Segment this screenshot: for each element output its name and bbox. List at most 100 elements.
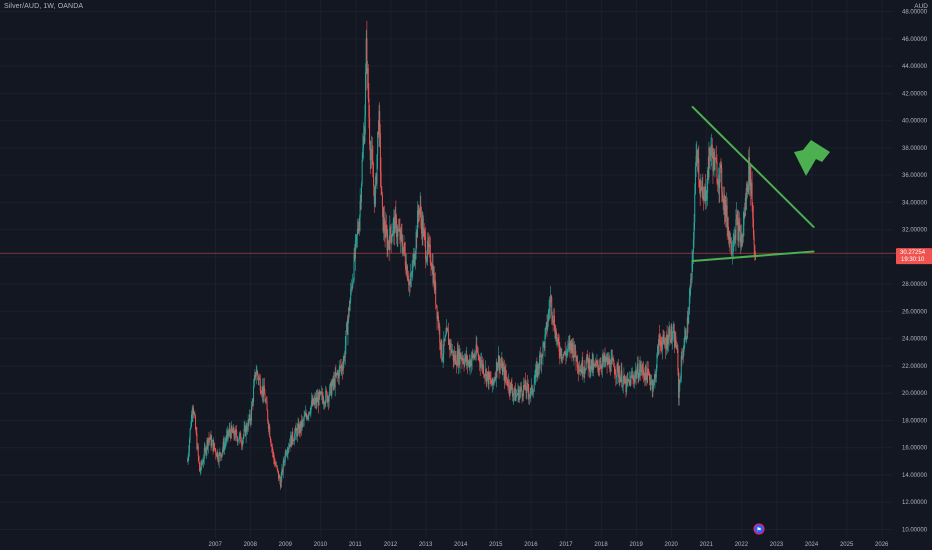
candle-body [636,363,638,373]
candle-body [533,383,535,392]
drawings-layer[interactable] [691,105,830,262]
candle-body [506,378,508,385]
candle-body [567,344,569,351]
candle-body [418,214,420,216]
candle-body [553,315,555,331]
candle-body [299,424,301,431]
x-tick-label: 2016 [524,542,538,548]
price-axis[interactable]: 10.00000 12.00000 14.00000 16.00000 18.00000… [902,10,928,534]
candle-body [644,365,646,381]
candle-body [419,208,421,215]
candle-body [592,358,594,370]
candle-body [598,367,600,371]
candle-body [686,317,688,338]
candle-body [533,391,535,393]
candle-body [296,430,298,437]
candle-body [203,459,205,463]
candle-body [576,356,578,367]
rising-support-line[interactable] [691,250,815,262]
candle-body [227,430,229,437]
candle-body [550,296,552,298]
candle-body [746,183,748,200]
time-axis[interactable]: 2007 2008 2009 2010 2011 2012 2013 2014 2015 2016… [209,542,890,548]
candle-body [657,345,659,354]
candle-body [235,429,237,432]
candle-body [615,375,617,377]
candle-body [402,247,404,254]
x-tick-label: 2012 [384,542,398,548]
candle-body [298,423,300,434]
candle-body [659,334,661,340]
candle-body [243,428,245,436]
candle-body [375,176,377,194]
candle-body [689,289,691,299]
candle-body [348,307,350,320]
candle-body [514,387,516,401]
alert-icon[interactable]: ⚑ [753,523,765,535]
candle-body [203,448,205,460]
candle-body [517,388,519,395]
candle-body [564,351,566,355]
candle-body [354,240,356,259]
y-tick-label: 12.00000 [902,500,928,506]
candle-body [333,378,335,385]
candle-body [394,216,396,233]
candle-body [424,231,426,238]
candle-body [651,380,653,390]
candle-body [226,435,228,442]
candle-body [366,38,368,74]
candle-body [683,347,685,352]
candle-body [263,385,265,395]
candle-body [701,187,703,190]
candle-body [671,326,673,340]
currency-label[interactable]: AUD [914,3,928,10]
candle-body [523,385,525,387]
candle-body [665,334,667,350]
candle-body [415,231,417,253]
candle-body [262,386,264,397]
candle-body [732,243,734,252]
candle-body [742,224,744,237]
candle-body [213,442,215,451]
candle-body [730,237,732,243]
descending-resistance-line[interactable] [691,105,815,228]
candle-body [423,227,425,232]
candle-body [381,186,383,196]
candle-body [481,359,483,369]
candle-body [335,372,337,376]
candle-body [334,378,336,388]
alert-icon-glyph: ⚑ [756,527,761,534]
candle-body [317,396,319,406]
candle-body [747,187,749,192]
candle-body [421,218,423,234]
candle-body [211,440,213,442]
candle-body [711,144,713,156]
candle-body [302,420,304,421]
candle-body [283,460,285,463]
candle-body [412,261,414,272]
candle-body [188,439,190,452]
y-tick-label: 26.00000 [902,309,928,315]
candle-body [278,476,280,479]
candle-body [498,355,500,370]
up-arrow-icon[interactable] [794,140,830,176]
candle-body [493,380,495,384]
candle-body [578,368,580,372]
x-tick-label: 2020 [665,542,679,548]
candle-body [692,252,694,261]
candle-body [574,345,576,356]
candle-body [350,287,352,289]
candle-body [610,358,612,372]
candle-body [275,464,277,467]
candle-body [646,374,648,383]
candle-body [548,309,550,312]
candle-body [195,416,197,430]
candle-body [620,370,622,378]
candle-body [505,370,507,378]
symbol-title[interactable]: Silver/AUD, 1W, OANDA [4,3,84,10]
candle-body [449,340,451,349]
candle-body [678,384,680,398]
candle-body [199,462,201,472]
candle-body [197,445,199,449]
